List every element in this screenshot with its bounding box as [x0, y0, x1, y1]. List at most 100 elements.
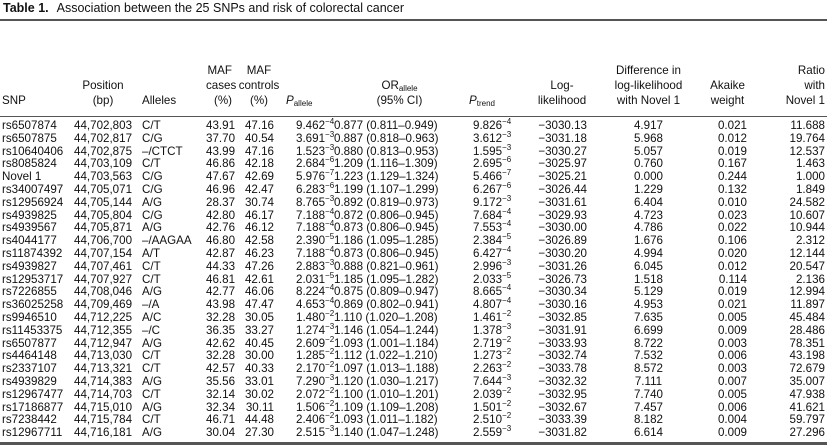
maf-cases-cell: 32.34 — [206, 400, 236, 414]
diff-cell: 6.699 — [633, 323, 663, 337]
or-allele-cell: 1.140 (1.047–1.248) — [334, 426, 439, 440]
ratio-cell: 45.484 — [789, 310, 825, 324]
exponent: −2 — [502, 360, 512, 370]
diff-cell: 7.457 — [633, 400, 663, 414]
p-allele-cell: 9.462−4 — [296, 117, 335, 132]
loglik-cell: −3030.34 — [538, 285, 587, 299]
alleles-cell: –/A — [142, 298, 160, 312]
ratio-cell: 12.144 — [789, 246, 825, 260]
col-alleles: Alleles — [142, 94, 177, 107]
maf-controls-cell: 30.00 — [244, 349, 274, 363]
exponent: −6 — [502, 155, 512, 165]
p-allele-cell: 2.515−3 — [296, 424, 335, 440]
position-cell: 44,703,109 — [74, 157, 133, 171]
ratio-cell: 2.136 — [795, 272, 825, 286]
exponent: −2 — [325, 360, 335, 370]
table-row: rs6507877 44,712,947 A/G 42.62 40.45 2.609−2 1… — [0, 335, 827, 351]
maf-controls-cell: 30.11 — [245, 400, 274, 414]
table-row: rs4939827 44,707,461 C/T 44.33 47.26 2.883−3 0… — [0, 258, 827, 274]
maf-cases-cell: 46.81 — [206, 272, 236, 286]
table-row: rs12953717 44,707,927 C/T 46.81 42.61 2.031−5… — [0, 270, 827, 287]
alleles-cell: –/C — [142, 323, 161, 337]
loglik-cell: −3026.44 — [538, 182, 587, 196]
p-allele-cell: 1.506−2 — [296, 398, 335, 414]
maf-cases-cell: 32.28 — [206, 310, 236, 324]
col-ratio: Ratio with Novel 1 — [785, 64, 825, 107]
ratio-cell: 28.486 — [789, 323, 825, 337]
exponent: −4 — [502, 296, 512, 306]
akaike-cell: 0.003 — [717, 362, 747, 376]
table-row: Novel 1 44,703,563 C/G 47.67 42.69 5.976−7 1.2… — [0, 168, 827, 184]
diff-cell: 4.917 — [633, 119, 663, 132]
ratio-cell: 47.938 — [789, 387, 825, 401]
maf-cases-cell: 43.91 — [206, 119, 236, 132]
position-cell: 44,702,803 — [74, 119, 133, 132]
col-maf-controls: MAF controls (%) — [238, 64, 280, 107]
ratio-cell: 41.621 — [789, 400, 825, 414]
maf-controls-cell: 30.02 — [244, 387, 274, 401]
maf-cases-cell: 43.98 — [206, 298, 236, 312]
exponent: −4 — [325, 219, 335, 229]
position-cell: 44,715,784 — [74, 413, 133, 427]
ratio-cell: 11.897 — [790, 298, 825, 312]
akaike-cell: 0.023 — [717, 208, 747, 222]
position-cell: 44,705,804 — [74, 208, 133, 222]
p-allele-cell: 1.523−3 — [296, 142, 335, 158]
p-allele-cell: 8.765−3 — [296, 193, 335, 209]
or-allele-cell: 1.112 (1.022–1.210) — [334, 349, 438, 363]
p-allele-cell: 2.390−5 — [296, 232, 335, 248]
diff-cell: 0.000 — [633, 170, 663, 184]
ratio-cell: 78.351 — [789, 336, 825, 350]
exponent: −4 — [325, 283, 335, 293]
position-cell: 44,705,144 — [74, 195, 133, 209]
diff-cell: 7.740 — [633, 387, 663, 401]
ratio-cell: 43.198 — [789, 349, 825, 363]
alleles-cell: A/C — [142, 310, 162, 324]
alleles-cell: C/T — [142, 157, 161, 171]
exponent: −2 — [502, 398, 512, 408]
p-trend-cell: 4.807−4 — [473, 296, 512, 312]
ratio-cell: 24.582 — [789, 195, 825, 209]
or-allele-cell: 0.892 (0.819–0.973) — [334, 195, 439, 209]
exponent: −3 — [325, 424, 335, 434]
p-allele-cell: 2.031−5 — [296, 270, 335, 286]
maf-cases-cell: 42.62 — [206, 336, 236, 350]
table-row: rs4464148 44,713,030 C/T 32.28 30.00 1.285−2 1… — [0, 348, 827, 363]
alleles-cell: A/G — [142, 400, 162, 414]
header-rule — [0, 116, 827, 117]
snp-cell: rs17186877 — [2, 400, 64, 414]
maf-cases-cell: 37.70 — [206, 131, 236, 145]
loglik-cell: −3031.91 — [538, 323, 587, 337]
p-trend-cell: 2.033−5 — [473, 270, 512, 286]
or-allele-cell: 1.093 (1.001–1.184) — [334, 336, 439, 350]
maf-cases-cell: 36.35 — [206, 323, 236, 337]
p-allele-cell: 7.188−4 — [296, 219, 335, 235]
col-position: Position (bp) — [82, 79, 124, 107]
snp-cell: rs12956924 — [2, 195, 64, 209]
p-trend-cell: 2.510−2 — [473, 411, 512, 427]
p-trend-cell: 5.466−7 — [473, 168, 512, 184]
exponent: −5 — [502, 232, 512, 242]
exponent: −2 — [502, 385, 512, 395]
snp-association-table: SNP Position (bp) Alleles MAF cases (%) MAF… — [0, 22, 827, 440]
maf-cases-cell: 30.04 — [206, 426, 236, 440]
or-allele-cell: 0.873 (0.806–0.945) — [334, 221, 439, 235]
p-trend-cell: 7.684−4 — [473, 206, 512, 222]
loglik-cell: −3032.95 — [538, 387, 587, 401]
diff-cell: 1.518 — [633, 272, 663, 286]
p-allele-cell: 3.691−3 — [296, 129, 335, 145]
ratio-cell: 27.296 — [789, 426, 825, 440]
loglik-cell: −3030.27 — [538, 144, 587, 158]
p-trend-cell: 3.612−3 — [473, 129, 512, 145]
exponent: −2 — [325, 308, 335, 318]
position-cell: 44,714,383 — [74, 374, 133, 388]
table-row: rs6507874 44,702,803 C/T 43.91 47.16 9.462−4 0… — [0, 114, 827, 133]
maf-controls-cell: 44.48 — [244, 413, 274, 427]
table-row: rs11453375 44,712,355 –/C 36.35 33.27 1.274−3… — [0, 321, 827, 338]
p-trend-cell: 1.378−3 — [473, 321, 512, 337]
position-cell: 44,707,154 — [74, 246, 133, 260]
snp-cell: rs12953717 — [2, 272, 64, 286]
position-cell: 44,702,875 — [74, 144, 133, 158]
col-p-allele: Pallele — [286, 94, 313, 108]
akaike-cell: 0.167 — [717, 157, 747, 171]
